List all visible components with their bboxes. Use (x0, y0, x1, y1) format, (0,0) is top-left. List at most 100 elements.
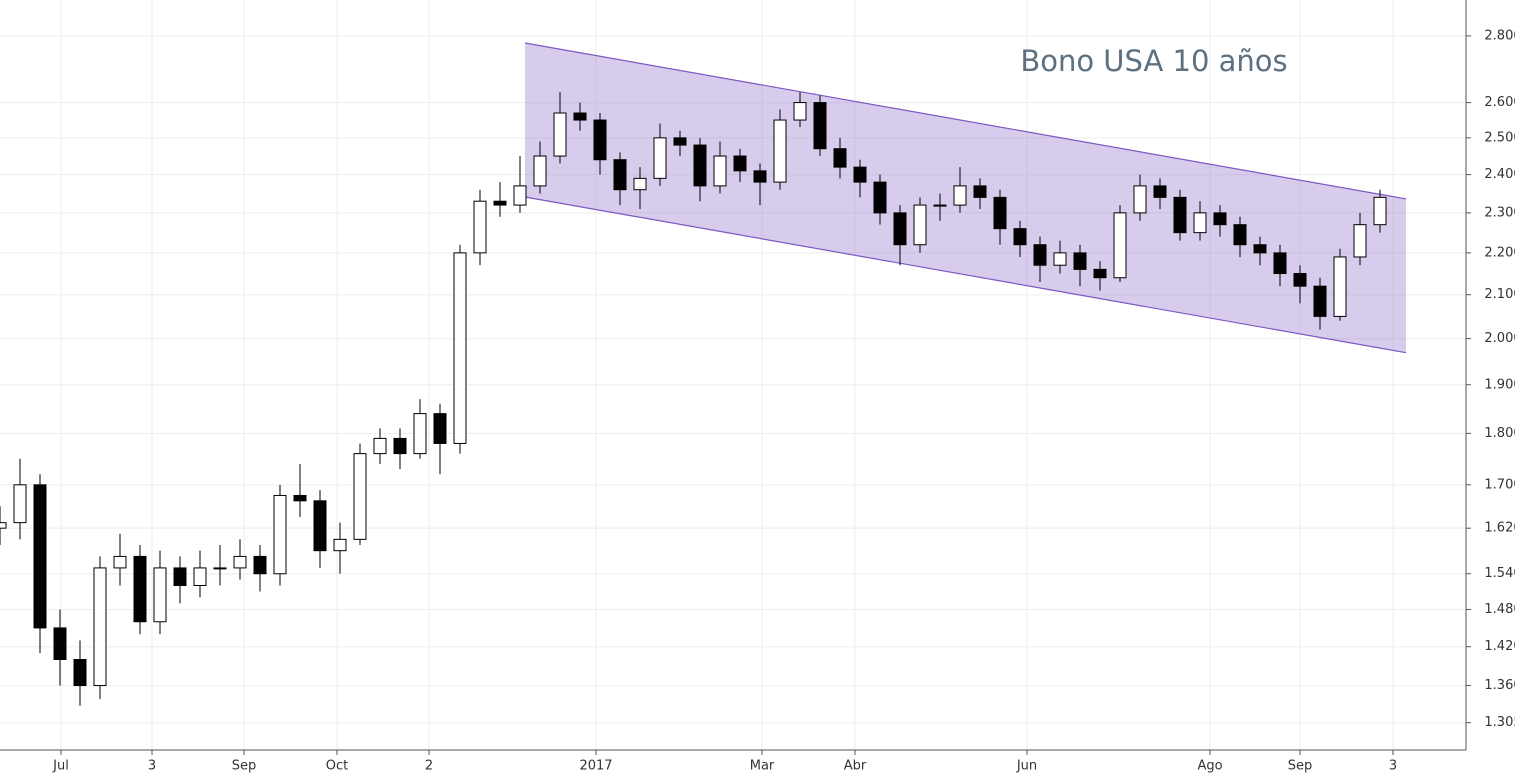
candle-body (393, 437, 407, 455)
candle-body (813, 102, 827, 150)
candle-body (93, 567, 107, 687)
grid (0, 0, 1465, 750)
candle-body (1213, 212, 1227, 226)
channel-line (524, 42, 1407, 200)
candle-body (193, 567, 207, 587)
candle-body (1333, 256, 1347, 317)
candle-body (793, 102, 807, 121)
y-tick-label: 2.600 (1484, 95, 1515, 110)
candle-body (433, 413, 447, 444)
x-tick-label: Abr (844, 759, 867, 774)
candle-body (733, 155, 747, 172)
candle-body (1093, 268, 1107, 279)
candle-body (1013, 228, 1027, 246)
candle-body (473, 200, 487, 254)
candle-body (513, 185, 527, 206)
y-tick-label: 2.100 (1484, 287, 1515, 302)
candle-body (0, 522, 7, 529)
candle-body (1153, 185, 1167, 198)
candle-body (913, 204, 927, 246)
candle-body (833, 148, 847, 168)
candle-body (773, 119, 787, 183)
y-tick-label: 1.800 (1484, 426, 1515, 441)
candle-body (273, 494, 287, 575)
y-tick-label: 1.700 (1484, 477, 1515, 492)
candle-body (1293, 273, 1307, 287)
y-tick-label: 1.305 (1484, 715, 1515, 730)
x-tick-label: Oct (326, 759, 348, 774)
candle-body (1073, 252, 1087, 270)
candle-body (953, 185, 967, 206)
candle-body (573, 112, 587, 121)
x-tick-label: 2017 (579, 759, 612, 774)
candle-body (653, 137, 667, 179)
candle-body (873, 181, 887, 214)
candle-body (73, 658, 87, 687)
candle-body (993, 196, 1007, 230)
candle-body (33, 484, 47, 629)
x-tick-label: Sep (232, 759, 257, 774)
candle-body (1193, 212, 1207, 234)
candle-body (1313, 285, 1327, 317)
candle-body (233, 555, 247, 569)
candle-body (1053, 252, 1067, 266)
candle-body (1113, 212, 1127, 279)
candle-body (413, 413, 427, 455)
candle-body (613, 159, 627, 191)
x-tick-label: Mar (750, 759, 775, 774)
candle-body (113, 555, 127, 569)
x-tick-label: Jun (1016, 759, 1037, 774)
y-tick-label: 1.540 (1484, 566, 1515, 581)
candle-body (213, 567, 227, 570)
y-tick-label: 1.420 (1484, 639, 1515, 654)
candle-body (173, 567, 187, 587)
candle-body (853, 166, 867, 183)
candle-body (293, 494, 307, 502)
x-tick-label: 3 (1389, 759, 1397, 774)
candle-body (133, 555, 147, 623)
x-tick-label: 3 (148, 759, 156, 774)
candles (0, 92, 1387, 706)
candle-body (1373, 196, 1387, 226)
candle-body (673, 137, 687, 146)
candle-body (53, 627, 67, 660)
y-tick-label: 2.200 (1484, 245, 1515, 260)
candle-body (593, 119, 607, 161)
candle-body (13, 484, 27, 524)
axis-labels: 1.305 1.360 1.420 1.480 1.540 1.620 1.700 1.800… (52, 28, 1515, 773)
candle-body (553, 112, 567, 157)
candle-body (713, 155, 727, 187)
x-tick-label: Sep (1288, 759, 1313, 774)
y-tick-label: 2.800 (1484, 28, 1515, 43)
candle-body (693, 144, 707, 187)
candle-body (1033, 244, 1047, 266)
candle-body (373, 437, 387, 455)
candle-body (893, 212, 907, 246)
candle-body (253, 555, 267, 575)
channel-line (524, 196, 1407, 354)
candle-body (533, 155, 547, 187)
x-tick-label: Jul (52, 759, 69, 774)
y-tick-label: 2.500 (1484, 130, 1515, 145)
candle-body (333, 538, 347, 552)
x-tick-label: Ago (1197, 759, 1222, 774)
candle-body (973, 185, 987, 198)
y-tick-label: 1.620 (1484, 521, 1515, 536)
candle-body (313, 500, 327, 552)
candle-body (1273, 252, 1287, 275)
candle-body (1133, 185, 1147, 214)
y-tick-label: 2.400 (1484, 167, 1515, 182)
chart-title: Bono USA 10 años (1020, 44, 1287, 78)
candle-body (753, 170, 767, 183)
candle-body (1173, 196, 1187, 234)
candle-body (153, 567, 167, 623)
y-tick-label: 2.000 (1484, 331, 1515, 346)
candle-body (353, 453, 367, 540)
y-tick-label: 1.900 (1484, 377, 1515, 392)
candle-body (933, 204, 947, 207)
y-tick-label: 1.480 (1484, 602, 1515, 617)
candle-body (453, 252, 467, 444)
candle-body (1353, 224, 1367, 258)
candle-body (1233, 224, 1247, 246)
